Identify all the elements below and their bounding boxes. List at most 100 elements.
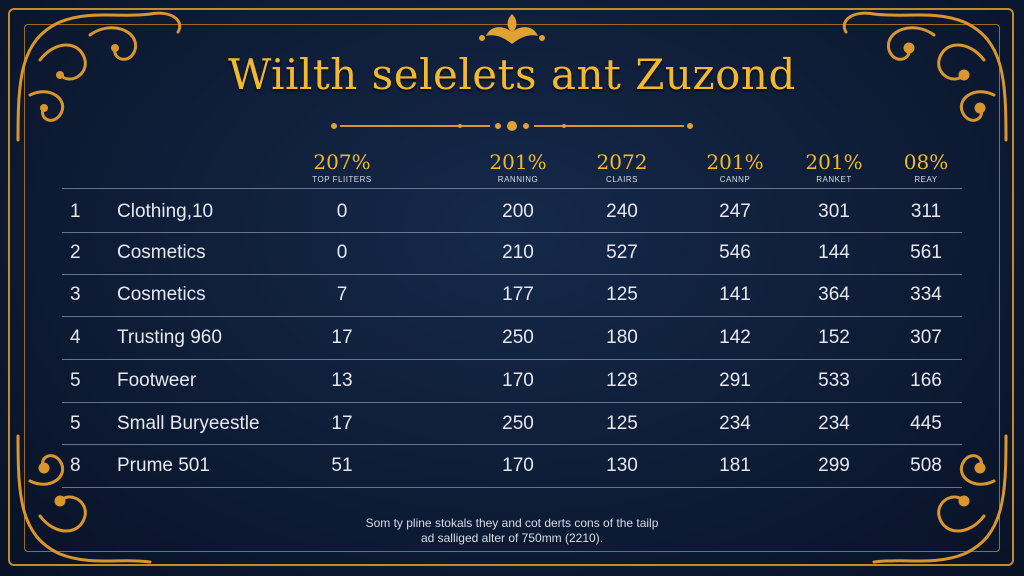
row-value: 177 [502,284,534,305]
column-header-label: TOP FLIITERS [312,175,372,184]
row-value: 533 [818,370,850,391]
table-row: 8 Prume 501 51 170 130 181 299 508 [0,445,1024,487]
row-value: 301 [818,201,850,222]
column-header-percent: 201% [706,150,764,174]
row-value: 17 [331,413,353,434]
column-header-1: 207% TOP FLIITERS [287,150,397,184]
corner-ornament-top-right [842,11,1008,142]
corner-ornament-top-left [16,11,182,142]
column-header-percent: 207% [313,150,371,174]
row-value: 7 [336,284,348,305]
row-value: 200 [502,201,534,222]
header-divider [62,188,962,189]
row-value: 247 [719,201,751,222]
footnote: Som ty pline stokals they and cot derts … [0,516,1024,546]
column-header-label: RANNING [497,175,539,184]
row-value: 170 [502,370,534,391]
column-header-percent: 2072 [596,150,648,174]
row-value: 508 [910,455,942,476]
row-divider [62,232,962,233]
column-header-label: CLAIRS [606,175,638,184]
table-row: 5 Small Buryeestle 17 250 125 234 234 44… [0,403,1024,445]
row-name: Prume 501 [117,455,210,476]
row-divider [62,316,962,317]
column-header-percent: 201% [489,150,547,174]
row-value: 141 [719,284,751,305]
row-value: 546 [719,242,751,263]
row-value: 142 [719,327,751,348]
page-title: Wiilth selelets ant Zuzond [228,50,796,99]
row-value: 166 [910,370,942,391]
row-value: 125 [606,284,638,305]
row-divider [62,444,962,445]
row-value: 51 [331,455,353,476]
row-value: 128 [606,370,638,391]
row-value: 307 [910,327,942,348]
column-header-3: 2072 CLAIRS [567,150,677,184]
row-value: 311 [910,201,942,222]
corner-ornament-bottom-right [872,434,1008,564]
row-value: 125 [606,413,638,434]
row-value: 0 [336,201,348,222]
column-header-4: 201% CANNP [680,150,790,184]
row-value: 180 [606,327,638,348]
title-divider [331,121,693,131]
row-value: 181 [719,455,751,476]
row-value: 250 [502,327,534,348]
column-header-5: 201% RANKET [779,150,889,184]
table-row: 1 Clothing,10 0 200 240 247 301 311 [0,191,1024,233]
row-rank: 5 [70,413,81,434]
row-divider [62,359,962,360]
corner-ornament-bottom-left [16,434,152,564]
row-value: 234 [818,413,850,434]
column-header-label: CANNP [719,175,751,184]
row-name: Cosmetics [117,242,206,263]
row-value: 445 [910,413,942,434]
row-name: Trusting 960 [117,327,222,348]
row-value: 152 [818,327,850,348]
row-value: 130 [606,455,638,476]
row-name: Clothing,10 [117,201,214,222]
row-value: 170 [502,455,534,476]
row-name: Cosmetics [117,284,206,305]
footnote-line-1: Som ty pline stokals they and cot derts … [365,516,659,530]
row-value: 13 [331,370,353,391]
row-value: 364 [818,284,850,305]
column-header-6: 08% REAY [871,150,981,184]
footnote-line-2: ad salliged alter of 750mm (2210). [420,531,604,545]
row-name: Footweer [117,370,197,391]
row-rank: 5 [70,370,81,391]
table-bottom-divider [62,487,962,488]
column-header-percent: 201% [805,150,863,174]
row-value: 0 [336,242,348,263]
table-row: 2 Cosmetics 0 210 527 546 144 561 [0,232,1024,274]
row-rank: 3 [70,284,81,305]
row-value: 250 [502,413,534,434]
row-value: 334 [910,284,942,305]
row-divider [62,402,962,403]
row-rank: 2 [70,242,81,263]
row-value: 210 [502,242,534,263]
row-value: 144 [818,242,850,263]
top-flourish-icon [479,14,545,44]
row-name: Small Buryeestle [117,413,260,434]
column-header-label: RANKET [816,175,852,184]
row-value: 17 [331,327,353,348]
row-value: 240 [606,201,638,222]
row-rank: 4 [70,327,81,348]
column-header-2: 201% RANNING [463,150,573,184]
outer-frame [8,8,1014,566]
row-value: 291 [719,370,751,391]
row-value: 234 [719,413,751,434]
row-value: 527 [606,242,638,263]
row-divider [62,274,962,275]
row-value: 561 [910,242,942,263]
table-row: 3 Cosmetics 7 177 125 141 364 334 [0,274,1024,316]
row-rank: 8 [70,455,81,476]
row-value: 299 [818,455,850,476]
column-header-percent: 08% [903,150,949,174]
table-row: 4 Trusting 960 17 250 180 142 152 307 [0,317,1024,359]
column-header-label: REAY [914,175,938,184]
row-rank: 1 [70,201,81,222]
table-row: 5 Footweer 13 170 128 291 533 166 [0,360,1024,402]
